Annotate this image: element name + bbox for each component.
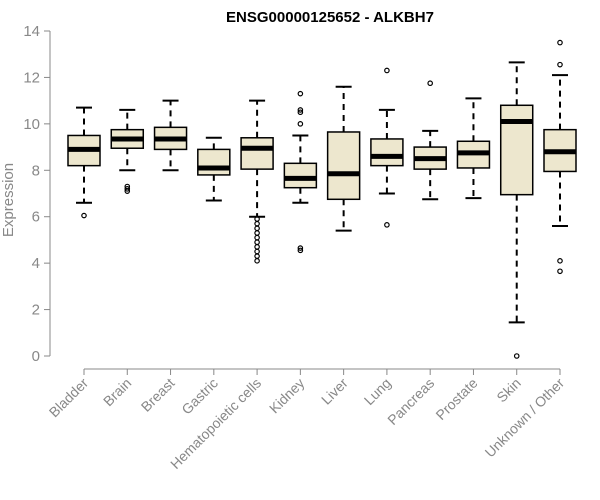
- y-axis: 0 2 4 6 8 10 12 14: [23, 23, 51, 365]
- outlier-point: [254, 220, 260, 227]
- x-tick-label: Liver: [318, 375, 351, 408]
- y-axis-label: Expression: [0, 163, 17, 237]
- outlier-point: [81, 212, 87, 219]
- box-unknown-other: [543, 39, 577, 275]
- box-skin: [499, 61, 534, 359]
- box-pancreas: [413, 80, 447, 201]
- outlier-point: [254, 239, 260, 246]
- outlier-point: [254, 230, 260, 236]
- iqr-box: [326, 131, 361, 201]
- box-lung: [370, 67, 404, 228]
- x-tick-label: Skin: [493, 375, 524, 406]
- y-tick-label: 10: [23, 116, 40, 133]
- iqr-box: [370, 138, 404, 167]
- iqr-box: [283, 162, 318, 189]
- box-brain: [110, 108, 145, 194]
- outlier-point: [254, 225, 260, 232]
- plot-area: [67, 39, 577, 359]
- x-tick-label: Unknown / Other: [482, 375, 568, 461]
- outlier-point: [384, 222, 390, 228]
- x-tick-label: Kidney: [266, 375, 308, 417]
- box-breast: [153, 99, 188, 172]
- y-tick-label: 12: [23, 69, 40, 86]
- outlier-point: [297, 109, 304, 116]
- y-tick-label: 14: [23, 23, 40, 40]
- x-tick-label: Bladder: [46, 375, 92, 421]
- outlier-point: [557, 268, 563, 275]
- outlier-point: [254, 244, 260, 250]
- outlier-point: [254, 253, 260, 259]
- x-tick-label: Prostate: [432, 375, 480, 423]
- outlier-point: [557, 39, 563, 46]
- outlier-point: [254, 248, 260, 255]
- iqr-box: [197, 148, 231, 176]
- outlier-point: [297, 121, 304, 127]
- outlier-point: [427, 80, 433, 87]
- iqr-box: [240, 137, 274, 170]
- x-tick-label: Gastric: [178, 375, 221, 418]
- box-gastric: [197, 136, 231, 202]
- iqr-box: [499, 104, 534, 196]
- outlier-point: [254, 234, 260, 241]
- box-bladder: [67, 106, 101, 219]
- outlier-point: [254, 258, 260, 264]
- x-tick-label: Pancreas: [384, 375, 437, 428]
- outlier-point: [297, 107, 304, 113]
- y-tick-label: 4: [32, 255, 40, 272]
- x-tick-label: Lung: [361, 375, 394, 408]
- box-liver: [326, 85, 361, 232]
- outlier-point: [297, 90, 304, 97]
- outlier-point: [557, 61, 563, 68]
- x-tick-label: Brain: [100, 375, 134, 409]
- outlier-point: [297, 245, 304, 251]
- box-kidney: [283, 90, 318, 254]
- y-tick-label: 8: [32, 162, 40, 179]
- chart-title: ENSG00000125652 - ALKBH7: [226, 9, 434, 26]
- y-tick-label: 2: [32, 302, 40, 319]
- x-tick-label: Breast: [138, 375, 178, 415]
- outlier-point: [557, 258, 563, 264]
- outlier-point: [384, 67, 390, 74]
- outlier-point: [513, 353, 520, 359]
- outlier-point: [297, 247, 304, 254]
- outlier-point: [124, 186, 131, 192]
- y-tick-label: 0: [32, 348, 40, 365]
- box-prostate: [456, 97, 491, 200]
- outlier-point: [124, 183, 131, 190]
- box-hematopoietic-cells: [240, 99, 274, 264]
- y-tick-label: 6: [32, 209, 40, 226]
